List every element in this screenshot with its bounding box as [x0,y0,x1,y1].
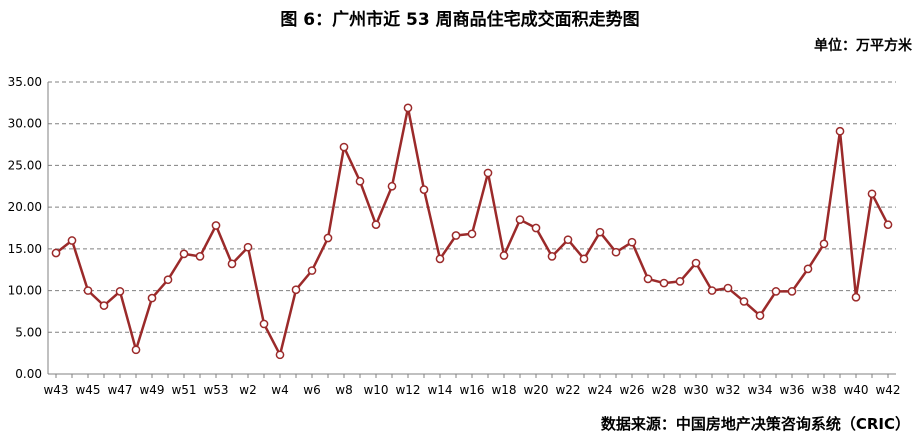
chart-title: 图 6：广州市近 53 周商品住宅成交面积走势图 [280,10,640,30]
x-tick-label: w32 [715,383,740,397]
data-point [851,292,861,302]
data-point [739,297,749,306]
data-point [243,242,253,252]
y-tick-label: 30.00 [8,117,42,131]
data-point [227,259,237,269]
x-tick-label: w16 [459,383,484,397]
data-points [51,103,893,360]
x-tick-label: w18 [491,383,516,397]
data-point [755,311,765,320]
x-tick-label: w51 [171,383,196,397]
x-tick-label: w6 [303,383,320,397]
x-tick-label: w43 [43,383,68,397]
data-point [307,266,317,275]
y-tick-label: 5.00 [15,325,42,339]
data-point [611,247,621,257]
data-point [483,168,493,178]
data-point [643,274,653,284]
data-point [707,286,717,295]
data-point [819,239,829,249]
x-tick-label: w26 [619,383,644,397]
data-point [419,185,429,194]
data-point [499,251,509,260]
y-tick-label: 35.00 [8,75,42,89]
data-point [467,229,477,239]
data-point [627,237,637,247]
x-tick-label: w40 [843,383,868,397]
data-point [883,220,893,230]
x-tick-label: w20 [523,383,548,397]
x-tick-label: w2 [239,383,256,397]
x-tick-label: w30 [683,383,708,397]
data-point [179,249,189,259]
x-tick-label: w22 [555,383,580,397]
data-point [131,345,141,355]
data-point [547,252,557,261]
x-tick-label: w53 [203,383,228,397]
data-point [99,301,109,310]
axes [47,82,896,378]
data-point [723,283,733,293]
data-point [403,103,413,113]
x-tick-label: w10 [363,383,388,397]
data-point [531,223,541,233]
x-tick-label: w28 [651,383,676,397]
x-tick-label: w4 [271,383,288,397]
grid-lines [48,81,896,333]
x-tick-label: w45 [75,383,100,397]
data-point [83,286,93,295]
data-point [147,293,157,303]
x-tick-label: w42 [875,383,900,397]
data-point [803,264,813,274]
data-point [595,227,605,237]
data-point [435,254,445,264]
x-tick-label: w24 [587,383,612,397]
data-point [211,221,221,230]
unit-label: 单位：万平方米 [814,38,912,54]
x-tick-label: w38 [811,383,836,397]
data-point [563,235,573,245]
data-point [659,278,669,288]
data-point [787,287,797,296]
data-point [691,258,701,268]
y-tick-label: 25.00 [8,158,42,172]
x-tick-label: w47 [107,383,132,397]
data-point [387,181,397,191]
data-point [675,277,685,286]
data-point [339,142,349,152]
y-tick-label: 20.00 [8,200,42,214]
data-point [371,220,381,230]
data-point [163,275,173,285]
x-tick-label: w8 [335,383,352,397]
y-tick-label: 0.00 [15,367,42,381]
data-point [579,254,589,264]
data-point [195,252,205,261]
data-point [115,287,125,296]
y-tick-labels: 0.00 5.00 10.00 15.00 20.00 25.00 30.00 35.00 [8,75,42,381]
y-tick-label: 15.00 [8,242,42,256]
data-source: 数据来源：中国房地产决策咨询系统（CRIC） [600,415,910,433]
x-tick-label: w49 [139,383,164,397]
x-tick-label: w12 [395,383,420,397]
data-point [67,236,77,245]
x-tick-labels: w43 w45 w47 w49 w51 w53 w2 w4 w6 w8 w10 w12 w14 w16 w1… [43,383,900,397]
data-point [51,248,61,258]
data-point [451,231,461,240]
data-point [291,285,301,295]
data-point [355,176,365,186]
data-point [771,287,781,296]
data-point [515,215,525,225]
x-tick-label: w14 [427,383,452,397]
x-tick-label: w36 [779,383,804,397]
data-point [259,319,269,329]
x-tick-label: w34 [747,383,772,397]
data-point [835,126,845,136]
data-point [323,233,333,243]
data-point [867,189,877,199]
data-point [275,350,285,360]
y-tick-label: 10.00 [8,284,42,298]
